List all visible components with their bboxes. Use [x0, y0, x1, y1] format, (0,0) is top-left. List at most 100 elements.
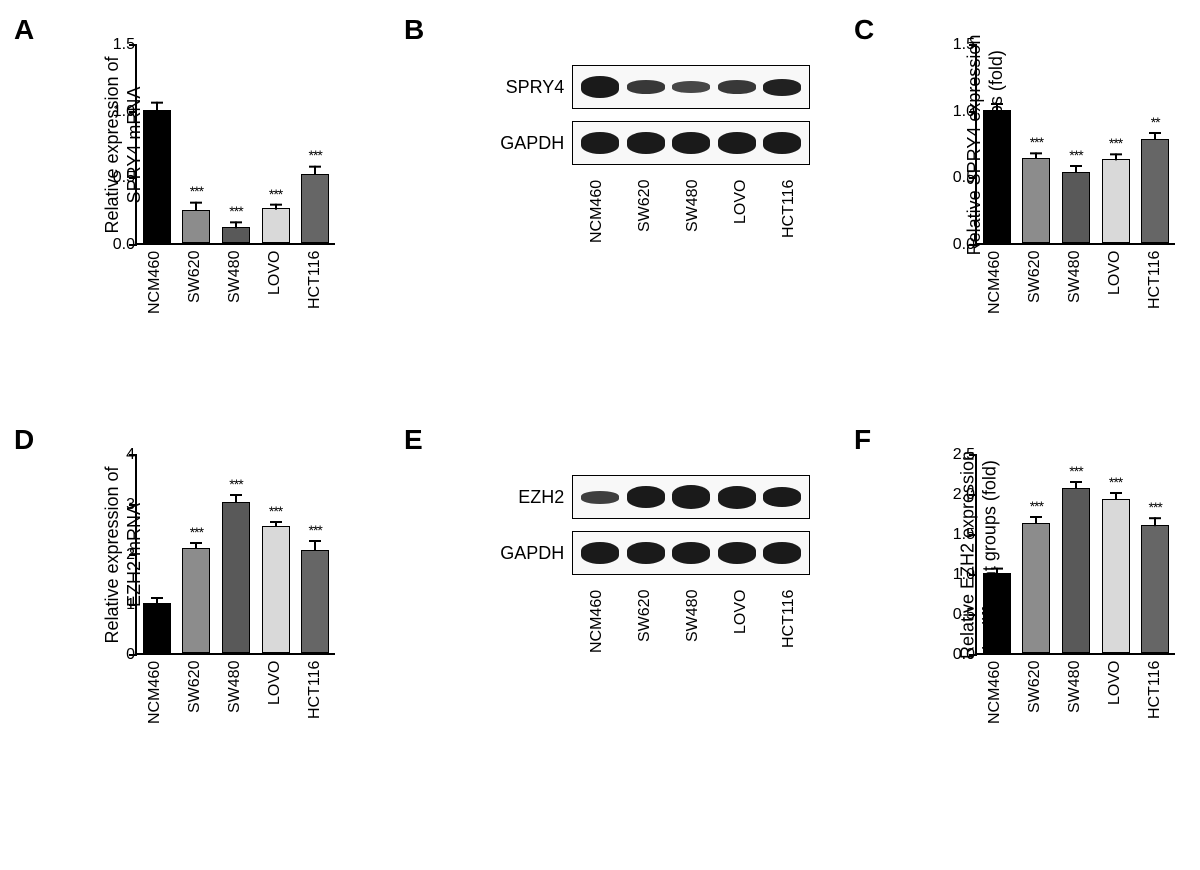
errorbar [1115, 153, 1117, 160]
bar: *** [1102, 499, 1130, 653]
bar-item: *** [1102, 499, 1130, 653]
errorbar [235, 494, 237, 503]
xticklabel: NCM460 [588, 180, 606, 255]
ylabel: Relative SPRY4 expressionin different gr… [964, 35, 1007, 256]
bar-item: *** [1022, 523, 1050, 653]
barchart-d: 01234************NCM460SW620SW480LOVOHCT… [95, 455, 345, 685]
blot-xticklabels: NCM460SW620SW480LOVOHCT116 [573, 180, 813, 255]
ylabel: Relative EZH2 expressionin different gro… [957, 451, 1000, 659]
errorbar [1075, 481, 1077, 489]
errorbar [275, 204, 277, 209]
xticklabel: HCT116 [306, 661, 324, 741]
bar: *** [1022, 523, 1050, 653]
xticklabel: HCT116 [1146, 251, 1164, 331]
xticklabel: HCT116 [1146, 661, 1164, 741]
errorbar [1154, 517, 1156, 526]
bar-item: *** [1141, 525, 1169, 653]
xticklabels: NCM460SW620SW480LOVOHCT116 [135, 661, 335, 741]
xticklabel: LOVO [1106, 661, 1124, 741]
significance-marker: *** [190, 524, 203, 540]
blot-band [718, 132, 756, 154]
blot-band [718, 80, 756, 94]
xticklabel: SW480 [684, 590, 702, 665]
panel-b: B SPRY4GAPDH NCM460SW620SW480LOVOHCT116 [400, 10, 820, 410]
blot-label: GAPDH [490, 543, 564, 564]
western-blot-e: EZH2GAPDH [490, 475, 810, 587]
blot-lane-box [572, 65, 810, 109]
significance-marker: *** [1109, 135, 1122, 151]
blot-label: GAPDH [490, 133, 564, 154]
blot-band [718, 486, 756, 509]
bar-item: *** [182, 210, 210, 243]
xticklabel: SW620 [186, 661, 204, 741]
significance-marker: *** [1030, 134, 1043, 150]
panel-label-a: A [14, 14, 34, 46]
bar-item: *** [301, 550, 329, 653]
xticklabel: LOVO [732, 180, 750, 255]
bar: *** [1022, 158, 1050, 243]
bar-group: *** *** *** *** [137, 455, 335, 653]
panel-label-b: B [404, 14, 424, 46]
significance-marker: *** [190, 183, 203, 199]
xticklabels: NCM460SW620SW480LOVOHCT116 [135, 251, 335, 331]
plot-area: *** *** *** *** [975, 455, 1175, 655]
ytick [129, 244, 137, 246]
significance-marker: *** [269, 503, 282, 519]
significance-marker: *** [1069, 147, 1082, 163]
ylabel: Relative expression ofSPRY4 mRNA [102, 56, 145, 233]
panel-label-f: F [854, 424, 871, 456]
bar-item [143, 110, 171, 243]
ytick [129, 654, 137, 656]
blot-band [763, 542, 801, 564]
xticklabel: SW480 [1066, 661, 1084, 741]
xticklabel: SW620 [636, 180, 654, 255]
bar [143, 110, 171, 243]
blot-lane-box [572, 475, 810, 519]
significance-marker: *** [1148, 499, 1161, 515]
bar: *** [262, 208, 290, 243]
xticklabel: SW620 [636, 590, 654, 665]
bar [143, 603, 171, 653]
western-blot-b: SPRY4GAPDH [490, 65, 810, 177]
blot-band [627, 80, 665, 94]
errorbar [156, 101, 158, 110]
errorbar [1075, 165, 1077, 173]
bar: *** [182, 548, 210, 653]
blot-lane-box [572, 121, 810, 165]
bar-item: *** [222, 502, 250, 653]
bar-item: *** [301, 174, 329, 243]
xticklabel: LOVO [266, 661, 284, 741]
bar-item: *** [222, 227, 250, 243]
xticklabel: NCM460 [986, 251, 1004, 331]
ytick [129, 454, 137, 456]
bar-item: *** [1062, 172, 1090, 243]
errorbar [195, 542, 197, 549]
bar: *** [262, 526, 290, 654]
errorbar [156, 597, 158, 604]
bar-item [143, 603, 171, 653]
blot-band [627, 486, 665, 508]
bar: *** [222, 502, 250, 653]
blot-band [672, 132, 710, 154]
blot-band [672, 81, 710, 93]
significance-marker: *** [308, 522, 321, 538]
errorbar [1035, 152, 1037, 159]
blot-row: GAPDH [490, 121, 810, 165]
blot-band [581, 491, 619, 504]
bar: *** [1062, 172, 1090, 243]
xticklabel: NCM460 [146, 661, 164, 741]
bar: *** [301, 174, 329, 243]
xticklabel: SW480 [684, 180, 702, 255]
errorbar [1154, 132, 1156, 140]
significance-marker: *** [269, 186, 282, 202]
significance-marker: *** [1030, 498, 1043, 514]
barchart-c: 0.00.51.01.5***********NCM460SW620SW480L… [935, 45, 1185, 275]
ylabel: Relative expression ofEZH2 mRNA [102, 466, 145, 643]
bar-item: *** [182, 548, 210, 653]
barchart-f: 0.00.51.01.52.02.5************NCM460SW62… [935, 455, 1185, 685]
significance-marker: *** [1109, 474, 1122, 490]
bar: *** [1102, 159, 1130, 243]
panel-label-c: C [854, 14, 874, 46]
significance-marker: *** [229, 203, 242, 219]
xticklabel: SW620 [1026, 251, 1044, 331]
